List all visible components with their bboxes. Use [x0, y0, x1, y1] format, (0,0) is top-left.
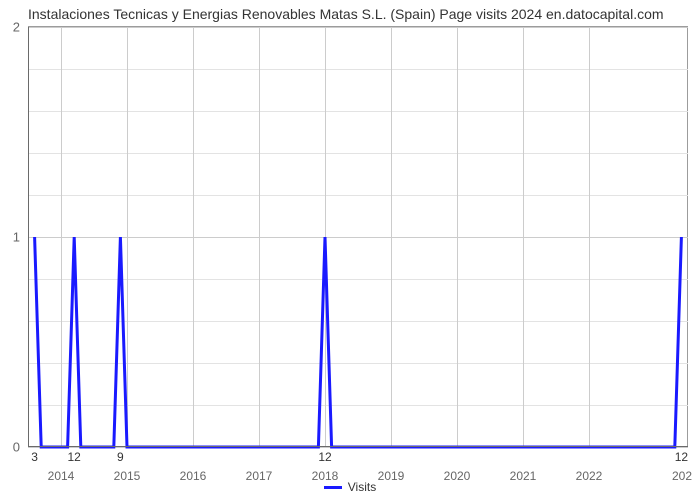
y-axis [28, 27, 29, 447]
x-axis [28, 446, 688, 447]
data-point-label: 3 [31, 450, 38, 464]
chart-container: Instalaciones Tecnicas y Energias Renova… [0, 0, 700, 500]
line-series [28, 27, 688, 447]
data-point-label: 9 [117, 450, 124, 464]
data-point-label: 12 [68, 450, 81, 464]
legend-label: Visits [348, 480, 376, 494]
data-point-label: 12 [675, 450, 688, 464]
ytick-label: 2 [2, 20, 20, 35]
ytick-label: 0 [2, 440, 20, 455]
legend: Visits [0, 480, 700, 494]
data-point-label: 12 [318, 450, 331, 464]
plot-area: 0122014201520162017201820192020202120222… [28, 26, 688, 446]
chart-title: Instalaciones Tecnicas y Energias Renova… [28, 6, 664, 22]
legend-swatch [324, 486, 342, 489]
ytick-label: 1 [2, 230, 20, 245]
visits-line [35, 237, 682, 447]
